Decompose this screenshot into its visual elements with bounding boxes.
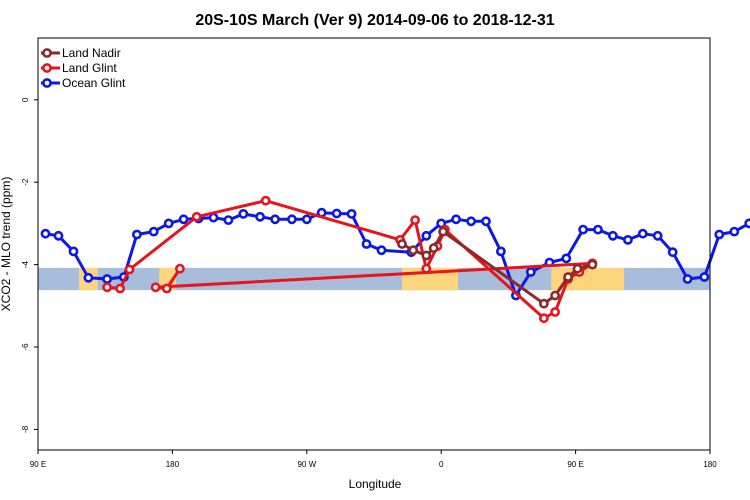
legend-swatch-marker (42, 48, 52, 58)
data-point (161, 283, 172, 294)
data-point (83, 272, 94, 283)
data-point (238, 208, 249, 219)
chart-title: 20S-10S March (Ver 9) 2014-09-06 to 2018… (195, 12, 554, 29)
data-point (397, 239, 407, 249)
data-point (163, 218, 174, 229)
x-tick-label: 90 E (567, 460, 583, 469)
legend-item: Land Glint (41, 61, 117, 75)
x-tick-label: 0 (439, 460, 444, 469)
data-point (255, 211, 265, 222)
x-tick-label: 180 (166, 460, 180, 469)
series-layer (40, 195, 750, 324)
data-point (286, 214, 297, 225)
data-point (637, 228, 648, 239)
data-point (593, 224, 603, 235)
data-point (421, 250, 432, 261)
data-point (301, 214, 312, 225)
data-point (578, 224, 588, 235)
data-point (729, 226, 740, 237)
data-point (191, 211, 202, 222)
data-point (608, 230, 618, 241)
data-point (102, 274, 112, 284)
data-point (466, 216, 476, 227)
plot-frame (37, 37, 711, 451)
y-tick-label: 0 (21, 97, 30, 102)
legend-label: Land Nadir (62, 46, 121, 60)
x-axis: 90 E 180 90 W 0 90 E 180 (30, 450, 717, 469)
data-point (438, 226, 448, 237)
legend-label: Land Glint (62, 61, 117, 75)
series-0 (397, 226, 598, 309)
y-tick-label: -2 (21, 178, 30, 186)
data-point (68, 246, 79, 257)
data-point (539, 313, 549, 324)
legend-item: Land Nadir (41, 46, 121, 60)
data-point (331, 208, 342, 219)
data-point (410, 215, 420, 225)
data-point (667, 247, 678, 258)
series-line (401, 230, 593, 306)
data-point (714, 229, 725, 240)
data-point (563, 272, 573, 282)
data-point (451, 214, 461, 225)
legend-label: Ocean Glint (62, 76, 126, 90)
data-point (260, 195, 271, 206)
y-axis: 0 -2 -4 -6 -8 (21, 97, 38, 433)
y-tick-label: -4 (21, 260, 30, 268)
data-point (102, 282, 112, 293)
data-point (561, 253, 572, 264)
y-tick-label: -6 (21, 343, 30, 351)
data-point (428, 243, 439, 253)
data-point (208, 212, 219, 223)
x-axis-label: Longitude (349, 477, 402, 491)
x-tick-label: 90 W (297, 460, 316, 469)
ocean-land-band (38, 267, 710, 291)
data-point (699, 272, 710, 282)
legend-swatch-marker (42, 78, 52, 88)
data-point (744, 218, 750, 229)
data-point (572, 263, 583, 274)
data-point (148, 226, 159, 237)
data-point (40, 228, 51, 239)
data-point (150, 282, 161, 293)
data-point (525, 267, 536, 277)
data-point (539, 298, 549, 309)
data-point (376, 245, 387, 256)
data-point (682, 274, 693, 284)
data-point (115, 283, 125, 294)
x-tick-label: 180 (703, 460, 717, 469)
data-point (361, 239, 372, 249)
data-point (550, 307, 560, 317)
x-tick-label: 90 E (30, 460, 46, 469)
data-point (481, 216, 491, 227)
data-point (131, 229, 142, 240)
data-point (178, 214, 189, 225)
data-point (346, 208, 357, 219)
legend-item: Ocean Glint (41, 76, 126, 90)
land-band (159, 267, 177, 291)
data-point (495, 246, 506, 257)
data-point (587, 259, 598, 270)
data-point (421, 263, 432, 274)
data-point (270, 214, 280, 225)
legend-swatch-marker (42, 63, 52, 73)
data-point (408, 245, 419, 256)
data-point (421, 230, 432, 241)
data-point (550, 290, 560, 301)
data-point (623, 234, 633, 245)
y-axis-label: XCO2 - MLO trend (ppm) (0, 177, 13, 312)
y-tick-label: -8 (21, 425, 30, 433)
data-point (223, 215, 234, 225)
data-point (53, 230, 64, 241)
data-point (174, 263, 185, 274)
data-point (124, 264, 135, 275)
data-point (652, 230, 663, 241)
